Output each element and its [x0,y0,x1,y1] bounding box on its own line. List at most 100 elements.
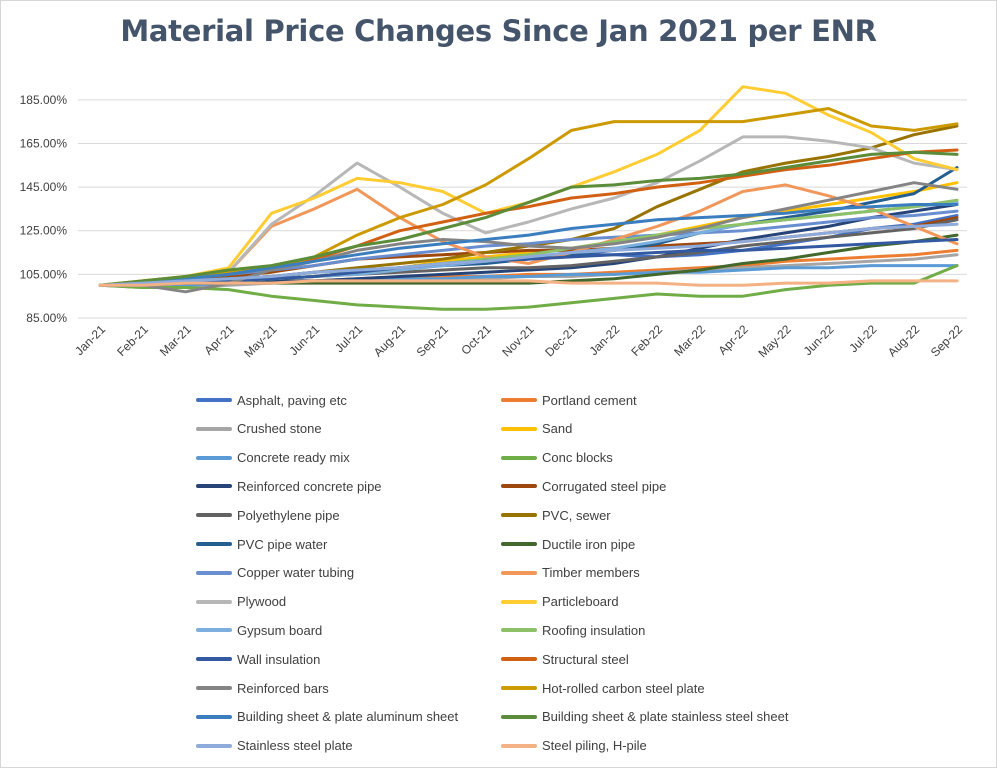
x-tick-label: Jul-22 [846,322,879,355]
series-lines [98,85,959,311]
y-axis-ticks: 85.00% 105.00% 125.00% 145.00% 165.00% 185.00… [20,93,68,325]
y-tick-label: 145.00% [20,180,68,194]
legend-swatch [501,686,537,690]
legend-label: Copper water tubing [237,565,355,581]
x-tick-label: Feb-21 [114,322,151,359]
legend-label: Reinforced bars [237,680,329,696]
legend-swatch [196,628,232,633]
legend-item: Building sheet & plate stainless steel s… [501,707,788,727]
legend-label: Polyethylene pipe [237,507,340,523]
legend-swatch [196,686,232,690]
legend-item: Crushed stone [196,419,322,439]
series-line [98,222,959,287]
chart-title: Material Price Changes Since Jan 2021 pe… [120,14,877,48]
legend-item: Plywood [196,592,286,612]
legend-label: Conc blocks [542,450,613,466]
legend-item: Reinforced bars [196,678,329,698]
legend-label: Reinforced concrete pipe [237,478,382,494]
legend-item: Particleboard [501,592,619,612]
x-tick-label: Mar-22 [671,322,708,359]
legend-label: Plywood [237,594,287,610]
legend-item: Hot-rolled carbon steel plate [501,678,705,698]
legend-label: Portland cement [542,392,637,408]
legend-label: Building sheet & plate stainless steel s… [542,709,789,725]
y-tick-label: 105.00% [20,267,68,281]
legend-item: Timber members [501,563,640,583]
legend-swatch [501,455,537,460]
x-tick-label: Jun-21 [287,322,323,358]
series-line [98,150,959,287]
legend-item: Reinforced concrete pipe [196,476,382,496]
legend-item: Polyethylene pipe [196,505,340,525]
legend-label: Steel piling, H-pile [542,738,647,754]
legend-swatch [501,513,537,518]
y-tick-label: 85.00% [26,311,67,325]
legend-label: Hot-rolled carbon steel plate [542,680,705,696]
legend-swatch [501,628,537,633]
legend-item: Roofing insulation [501,620,645,640]
x-tick-label: Oct-21 [458,322,494,358]
legend-item: Portland cement [501,390,637,410]
series-line [98,203,959,287]
series-line [98,279,959,287]
legend-label: Corrugated steel pipe [542,478,667,494]
legend-swatch [196,513,232,518]
series-line [98,148,959,287]
x-tick-label: Jul-21 [332,322,365,355]
legend-swatch [196,657,232,662]
y-tick-label: 125.00% [20,224,68,238]
x-axis-ticks: Jan-21 Feb-21 Mar-21 Apr-21 May-21 Jun-21 Jul-… [72,322,965,360]
legend-swatch [501,599,537,604]
series-line [98,135,959,287]
legend-swatch [501,714,537,719]
legend-swatch [501,743,537,748]
y-tick-label: 185.00% [20,93,68,107]
x-tick-label: May-21 [241,322,279,360]
legend-item: Copper water tubing [196,563,354,583]
legend-item: Ductile iron pipe [501,534,635,554]
legend-swatch [196,426,232,431]
legend-swatch [196,743,232,748]
legend-label: Asphalt, paving etc [237,392,347,408]
legend-item: Steel piling, H-pile [501,736,647,756]
legend-item: Wall insulation [196,649,320,669]
legend-item: Building sheet & plate aluminum sheet [196,707,458,727]
x-tick-label: Aug-21 [371,322,408,359]
x-tick-label: Jan-21 [72,322,108,358]
legend-swatch [196,542,232,546]
legend-swatch [196,599,232,604]
legend-item: Sand [501,419,572,439]
series-line [98,264,959,311]
x-tick-label: Aug-22 [885,322,922,359]
x-tick-label: Nov-21 [499,322,536,359]
legend-swatch [196,484,232,489]
legend-item: Concrete ready mix [196,448,350,468]
legend-swatch [196,398,232,402]
x-tick-label: Jan-22 [586,322,622,358]
x-tick-label: Dec-21 [542,322,579,359]
plot-area: 85.00% 105.00% 125.00% 145.00% 165.00% 185.00… [20,85,967,360]
x-tick-label: Feb-22 [628,322,665,359]
legend-label: Crushed stone [237,421,322,437]
legend-label: Particleboard [542,594,619,610]
legend-swatch [196,455,232,460]
x-tick-label: Sep-21 [414,322,451,359]
legend-item: Conc blocks [501,448,613,468]
x-tick-label: May-22 [756,322,794,360]
legend-label: Structural steel [542,651,629,667]
legend-label: Ductile iron pipe [542,536,636,552]
legend-item: Corrugated steel pipe [501,476,666,496]
legend-item: Stainless steel plate [196,736,353,756]
legend-item: PVC pipe water [196,534,327,554]
legend-swatch [196,714,232,719]
y-tick-label: 165.00% [20,136,68,150]
legend-label: PVC pipe water [237,536,328,552]
legend-swatch [501,484,537,489]
legend-label: PVC, sewer [542,507,611,523]
legend-item: PVC, sewer [501,505,611,525]
legend-label: Roofing insulation [542,622,646,638]
legend-swatch [501,542,537,546]
legend-swatch [196,570,232,575]
legend-label: Wall insulation [237,651,321,667]
